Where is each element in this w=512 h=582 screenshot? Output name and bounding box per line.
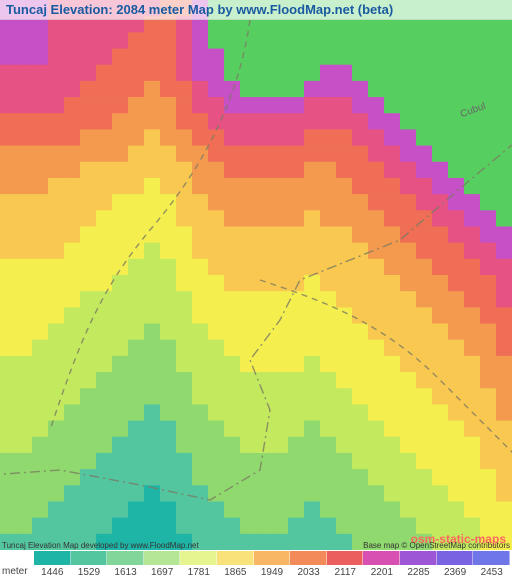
legend-tick-label: 2369: [444, 567, 466, 578]
legend-tick-label: 2285: [407, 567, 429, 578]
credit-left: Tuncaj Elevation Map developed by www.Fl…: [2, 541, 199, 550]
legend-tick-label: 2117: [334, 567, 356, 578]
credit-right: Base map © OpenStreetMap contributors: [363, 541, 510, 550]
legend-colorbar: [34, 551, 510, 565]
legend-tick-label: 1781: [188, 567, 210, 578]
legend-cell: [254, 551, 291, 565]
legend-cell: [327, 551, 364, 565]
legend-cell: [473, 551, 510, 565]
legend-cell: [71, 551, 108, 565]
legend-tick-label: 2201: [371, 567, 393, 578]
legend-tick-label: 1949: [261, 567, 283, 578]
legend-cell: [363, 551, 400, 565]
elevation-legend: meter 1446 1529 1613 1697 1781 1865 1949 2033 21…: [0, 550, 512, 582]
legend-unit-label: meter: [2, 566, 28, 577]
legend-tick-label: 1446: [41, 567, 63, 578]
legend-ticks: 1446 1529 1613 1697 1781 1865 1949 2033 2117 2201…: [34, 565, 510, 581]
legend-cell: [290, 551, 327, 565]
legend-tick-label: 1865: [224, 567, 246, 578]
elevation-heatmap-svg: [0, 0, 512, 550]
legend-cell: [107, 551, 144, 565]
legend-tick-label: 1613: [114, 567, 136, 578]
legend-cell: [400, 551, 437, 565]
legend-tick-label: 1697: [151, 567, 173, 578]
elevation-map: Cubul: [0, 0, 512, 550]
legend-cell: [144, 551, 181, 565]
legend-tick-label: 2033: [297, 567, 319, 578]
legend-cell: [180, 551, 217, 565]
legend-cell: [437, 551, 474, 565]
legend-cell: [217, 551, 254, 565]
legend-tick-label: 1529: [78, 567, 100, 578]
page-title: Tuncaj Elevation: 2084 meter Map by www.…: [0, 0, 512, 20]
legend-tick-label: 2453: [481, 567, 503, 578]
legend-cell: [34, 551, 71, 565]
